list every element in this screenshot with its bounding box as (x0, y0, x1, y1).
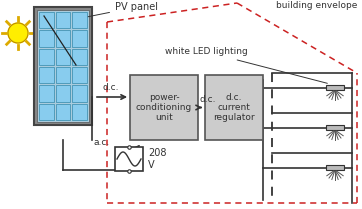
Bar (56, 104, 70, 120)
Bar (72, 85, 87, 102)
Bar (56, 85, 70, 102)
Text: a.c.: a.c. (94, 138, 110, 147)
Bar (56, 12, 70, 28)
Bar (37, 10, 89, 122)
Text: PV panel: PV panel (75, 2, 158, 19)
Bar (115, 147, 143, 171)
Bar (72, 104, 87, 120)
Bar (39, 85, 54, 102)
Bar (39, 30, 54, 47)
Text: power-
conditioning
unit: power- conditioning unit (136, 93, 192, 122)
Bar (39, 49, 54, 65)
Bar (39, 12, 54, 28)
Text: d.c.: d.c. (103, 83, 119, 92)
Bar (39, 67, 54, 83)
Bar (34, 7, 92, 125)
Bar (205, 75, 263, 140)
Text: d.c.: d.c. (200, 94, 216, 103)
Bar (326, 85, 344, 90)
Text: white LED lighting: white LED lighting (165, 47, 327, 83)
Bar (72, 49, 87, 65)
Text: 208
V: 208 V (148, 148, 167, 170)
Circle shape (8, 23, 28, 43)
Bar (326, 165, 344, 170)
Bar (72, 67, 87, 83)
Bar (72, 12, 87, 28)
Text: d.c.
current
regulator: d.c. current regulator (213, 93, 255, 122)
Bar (130, 75, 198, 140)
Bar (72, 30, 87, 47)
Text: building envelope: building envelope (275, 0, 357, 9)
Bar (326, 125, 344, 130)
Bar (56, 30, 70, 47)
Bar (39, 104, 54, 120)
Bar (56, 49, 70, 65)
Bar (56, 67, 70, 83)
